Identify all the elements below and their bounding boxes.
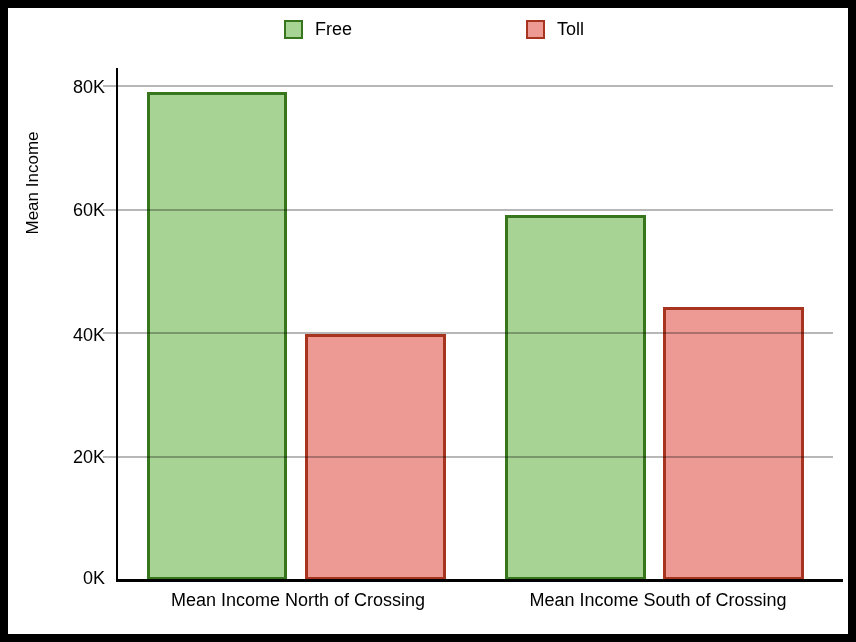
legend-label-toll: Toll bbox=[557, 19, 584, 40]
legend-label-free: Free bbox=[315, 19, 352, 40]
bar-south-toll bbox=[663, 307, 804, 580]
x-label-south: Mean Income South of Crossing bbox=[478, 590, 838, 611]
plot-area bbox=[118, 86, 840, 580]
y-tick-60k: 60K bbox=[8, 200, 105, 220]
legend-item-toll: Toll bbox=[526, 15, 584, 43]
bar-south-free bbox=[505, 215, 646, 580]
y-tick-20k: 20K bbox=[8, 447, 105, 467]
bar-north-free bbox=[147, 92, 287, 580]
y-axis-line bbox=[116, 68, 118, 580]
x-axis-line bbox=[116, 579, 843, 582]
x-label-north: Mean Income North of Crossing bbox=[118, 590, 478, 611]
y-tick-80k: 80K bbox=[8, 77, 105, 97]
chart-legend: Free Toll bbox=[8, 15, 848, 49]
y-tick-0k: 0K bbox=[8, 568, 105, 588]
gridline-40k bbox=[103, 332, 833, 334]
y-tick-40k: 40K bbox=[8, 325, 105, 345]
gridline-20k bbox=[103, 456, 833, 458]
bar-chart-page: { "chart_data": { "type": "bar", "title"… bbox=[0, 0, 856, 642]
legend-swatch-free-icon bbox=[284, 20, 303, 39]
legend-item-free: Free bbox=[284, 15, 352, 43]
gridline-60k bbox=[103, 209, 833, 211]
gridline-80k bbox=[103, 85, 833, 87]
legend-swatch-toll-icon bbox=[526, 20, 545, 39]
